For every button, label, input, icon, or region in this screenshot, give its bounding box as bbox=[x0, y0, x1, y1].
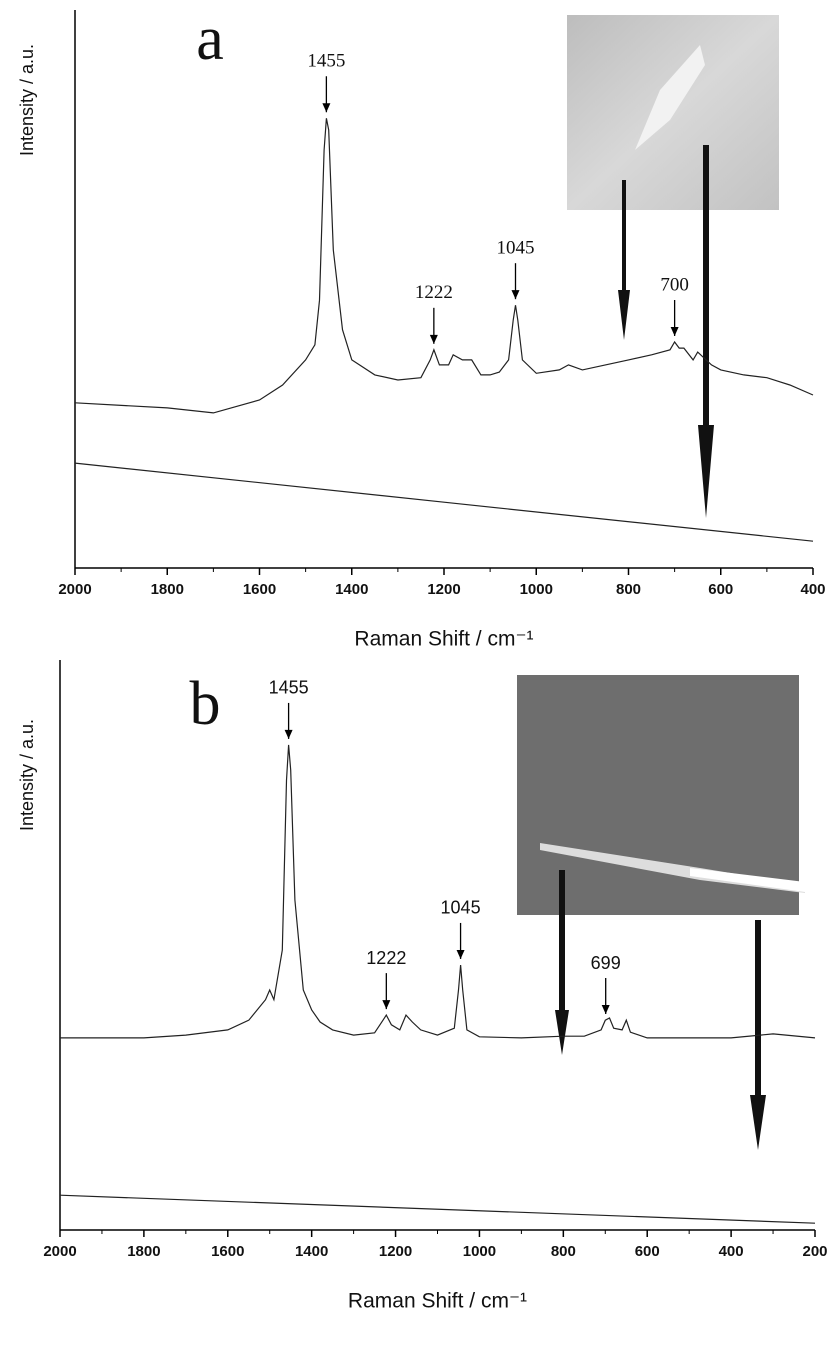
spectrum-line bbox=[59, 1194, 816, 1224]
x-tick-label: 1600 bbox=[211, 1243, 244, 1260]
peak-label: 1455 bbox=[307, 51, 345, 72]
spectrum-line bbox=[60, 744, 816, 1039]
inset-image-b bbox=[517, 675, 805, 1150]
panel-label: a bbox=[196, 5, 224, 73]
peak-label: 1045 bbox=[441, 898, 481, 918]
peak-arrow-head bbox=[601, 1005, 610, 1015]
peak-arrow-head bbox=[284, 729, 293, 739]
x-tick-label: 200 bbox=[802, 1243, 827, 1260]
peak-label: 699 bbox=[591, 953, 621, 973]
x-tick-label: 1000 bbox=[463, 1243, 496, 1260]
spectrum-line bbox=[74, 118, 814, 414]
x-axis-label: Raman Shift / cm⁻¹ bbox=[354, 628, 533, 651]
peak-arrow-head bbox=[382, 1000, 391, 1010]
x-tick-label: 1800 bbox=[127, 1243, 160, 1260]
x-tick-label: 800 bbox=[551, 1243, 576, 1260]
x-tick-label: 400 bbox=[800, 581, 825, 598]
x-axis-label: Raman Shift / cm⁻¹ bbox=[348, 1290, 527, 1313]
x-tick-label: 1800 bbox=[151, 581, 184, 598]
y-axis-label: Intensity / a.u. bbox=[17, 44, 37, 156]
x-tick-label: 2000 bbox=[58, 581, 91, 598]
x-tick-label: 1200 bbox=[379, 1243, 412, 1260]
x-tick-label: 2000 bbox=[43, 1243, 76, 1260]
peak-label: 1455 bbox=[269, 678, 309, 698]
peak-label: 1045 bbox=[496, 238, 534, 259]
peak-label: 700 bbox=[660, 274, 689, 295]
x-tick-label: 600 bbox=[708, 581, 733, 598]
peak-arrow-head bbox=[670, 327, 679, 337]
x-tick-label: 1400 bbox=[295, 1243, 328, 1260]
peak-label: 1222 bbox=[366, 948, 406, 968]
x-tick-label: 1000 bbox=[520, 581, 553, 598]
x-tick-label: 600 bbox=[635, 1243, 660, 1260]
y-axis-label: Intensity / a.u. bbox=[17, 719, 37, 831]
panel-label: b bbox=[190, 670, 221, 738]
x-tick-label: 1600 bbox=[243, 581, 276, 598]
x-tick-label: 1400 bbox=[335, 581, 368, 598]
peak-label: 1222 bbox=[415, 282, 453, 303]
spectrum-line bbox=[74, 462, 814, 542]
peak-arrow-head bbox=[429, 334, 438, 344]
peak-arrow-head bbox=[511, 290, 520, 300]
x-tick-label: 800 bbox=[616, 581, 641, 598]
inset-image-a bbox=[567, 15, 779, 518]
x-tick-label: 1200 bbox=[427, 581, 460, 598]
x-tick-label: 400 bbox=[719, 1243, 744, 1260]
peak-arrow-head bbox=[456, 949, 465, 959]
peak-arrow-head bbox=[322, 103, 331, 113]
